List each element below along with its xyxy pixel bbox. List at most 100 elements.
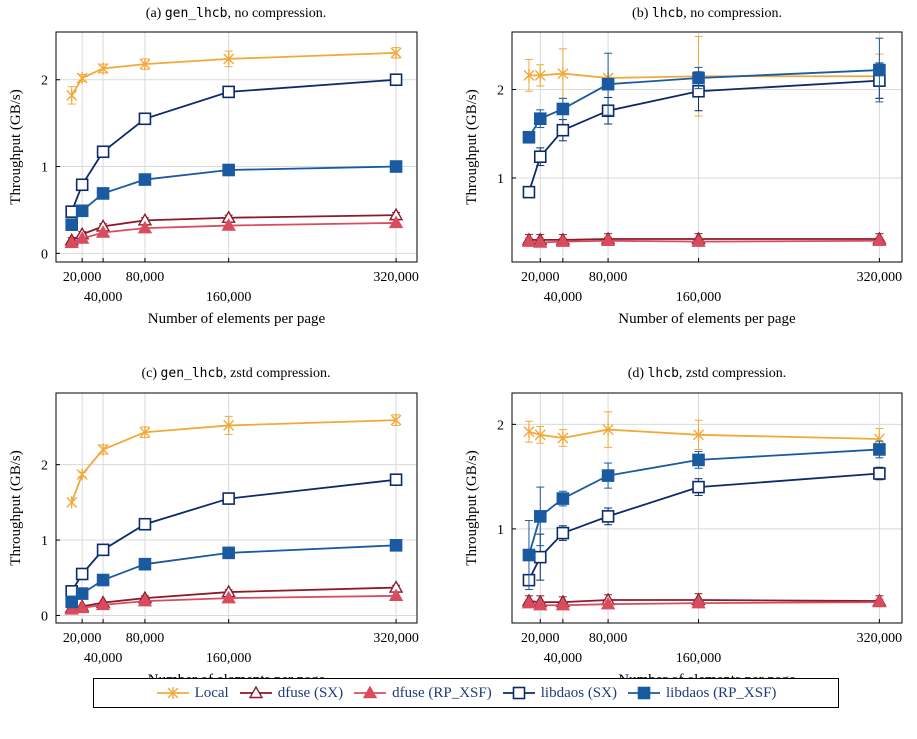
plot-frame	[55, 392, 418, 624]
data-point	[137, 593, 153, 607]
y-axis-label: Throughput (GB/s)	[8, 450, 24, 565]
series-line	[70, 419, 397, 503]
data-point	[533, 550, 547, 564]
data-point	[222, 85, 235, 99]
data-point	[557, 67, 569, 80]
series-libdaos_rp	[65, 160, 403, 231]
chart-title-prefix: (d)	[628, 366, 648, 381]
data-point	[74, 231, 90, 244]
data-point	[76, 468, 88, 481]
series-line	[528, 428, 880, 440]
data-point	[557, 431, 569, 444]
data-point	[600, 233, 616, 246]
legend-swatch	[502, 686, 535, 700]
chart-title-prefix: (a)	[146, 6, 165, 21]
legend-item-libdaos_rp: libdaos (RP_XSF)	[627, 685, 776, 702]
series-dfuse_rp	[521, 233, 887, 248]
x-tick-label: 40,000	[84, 651, 123, 666]
data-point	[65, 205, 78, 218]
y-tick-label: 0	[41, 247, 48, 262]
series-libdaos_sx	[65, 73, 403, 218]
legend-swatch	[239, 685, 272, 699]
data-point	[534, 428, 546, 441]
data-point	[873, 467, 886, 480]
plot-frame	[511, 31, 903, 263]
x-axis-label: Number of elements per page	[148, 311, 326, 327]
x-axis-label: Number of elements per page	[618, 311, 796, 327]
x-tick-label: 80,000	[126, 631, 165, 646]
data-point	[222, 546, 235, 560]
x-tick-label: 160,000	[206, 290, 252, 305]
data-point	[96, 573, 110, 587]
series-line	[528, 448, 880, 556]
series-line	[528, 238, 880, 241]
legend-label: dfuse (RP_XSF)	[392, 684, 492, 701]
data-point	[222, 163, 235, 177]
data-point	[66, 89, 78, 102]
data-point	[96, 187, 110, 200]
chart-title-prefix: (c)	[142, 366, 161, 381]
legend-marker	[637, 686, 651, 700]
legend-label: dfuse (SX)	[277, 684, 344, 701]
x-tick-label: 160,000	[206, 651, 252, 666]
legend-label: Local	[194, 684, 229, 701]
data-point	[139, 58, 151, 71]
legend-swatch	[627, 686, 660, 700]
legend: Local dfuse (SX) dfuse (RP_XSF) libdaos (SX…	[93, 678, 839, 708]
chart-title: (d) lhcb, zstd compression.	[628, 366, 786, 381]
data-point	[223, 419, 235, 432]
data-point	[221, 590, 236, 604]
data-point	[390, 46, 402, 59]
x-tick-label: 40,000	[544, 290, 583, 305]
data-point	[534, 69, 546, 82]
data-point	[692, 480, 705, 494]
legend-marker	[248, 685, 263, 699]
y-tick-label: 0	[41, 609, 48, 624]
data-point	[693, 428, 705, 441]
y-tick-label: 1	[41, 161, 48, 176]
data-point	[521, 234, 537, 247]
data-point	[389, 160, 403, 173]
x-tick-label: 20,000	[63, 631, 102, 646]
chart-title-suffix: , zstd compression.	[223, 366, 330, 381]
data-point	[64, 602, 79, 615]
x-tick-label: 320,000	[373, 631, 419, 646]
chart-title-suffix: , no compression.	[227, 6, 326, 21]
data-point	[533, 112, 547, 125]
x-tick-label: 20,000	[521, 270, 560, 285]
data-point	[533, 150, 547, 164]
series-libdaos_rp	[522, 440, 886, 591]
data-point	[75, 204, 89, 218]
series-local	[523, 411, 885, 450]
data-point	[523, 425, 535, 438]
data-point	[389, 473, 403, 487]
data-point	[555, 597, 571, 611]
series-local	[66, 46, 402, 105]
data-point	[75, 587, 89, 600]
data-point	[521, 595, 537, 609]
legend-item-local: Local	[156, 685, 229, 702]
y-tick-label: 2	[41, 74, 48, 89]
data-point	[66, 496, 78, 509]
y-tick-label: 1	[41, 534, 48, 549]
series-dfuse_sx	[64, 207, 404, 246]
data-point	[75, 567, 89, 581]
data-point	[872, 233, 887, 246]
chart-title-suffix: , no compression.	[683, 6, 782, 21]
chart-panel-2: (b) lhcb, no compression. 1 2 20,000 40,000 8…	[464, 6, 903, 327]
y-axis-label: Throughput (GB/s)	[464, 89, 480, 204]
series-libdaos_rp	[65, 539, 403, 609]
y-tick-label: 1	[497, 523, 504, 538]
data-point	[873, 443, 886, 456]
data-point	[389, 73, 403, 87]
data-point	[96, 543, 110, 557]
data-point	[76, 72, 88, 84]
data-point	[97, 62, 109, 75]
x-tick-label: 20,000	[521, 631, 560, 646]
data-point	[555, 234, 571, 247]
data-point	[692, 71, 705, 85]
data-point	[95, 597, 111, 611]
data-point	[601, 469, 615, 482]
chart-title-code: lhcb	[648, 366, 679, 381]
data-point	[75, 178, 89, 192]
